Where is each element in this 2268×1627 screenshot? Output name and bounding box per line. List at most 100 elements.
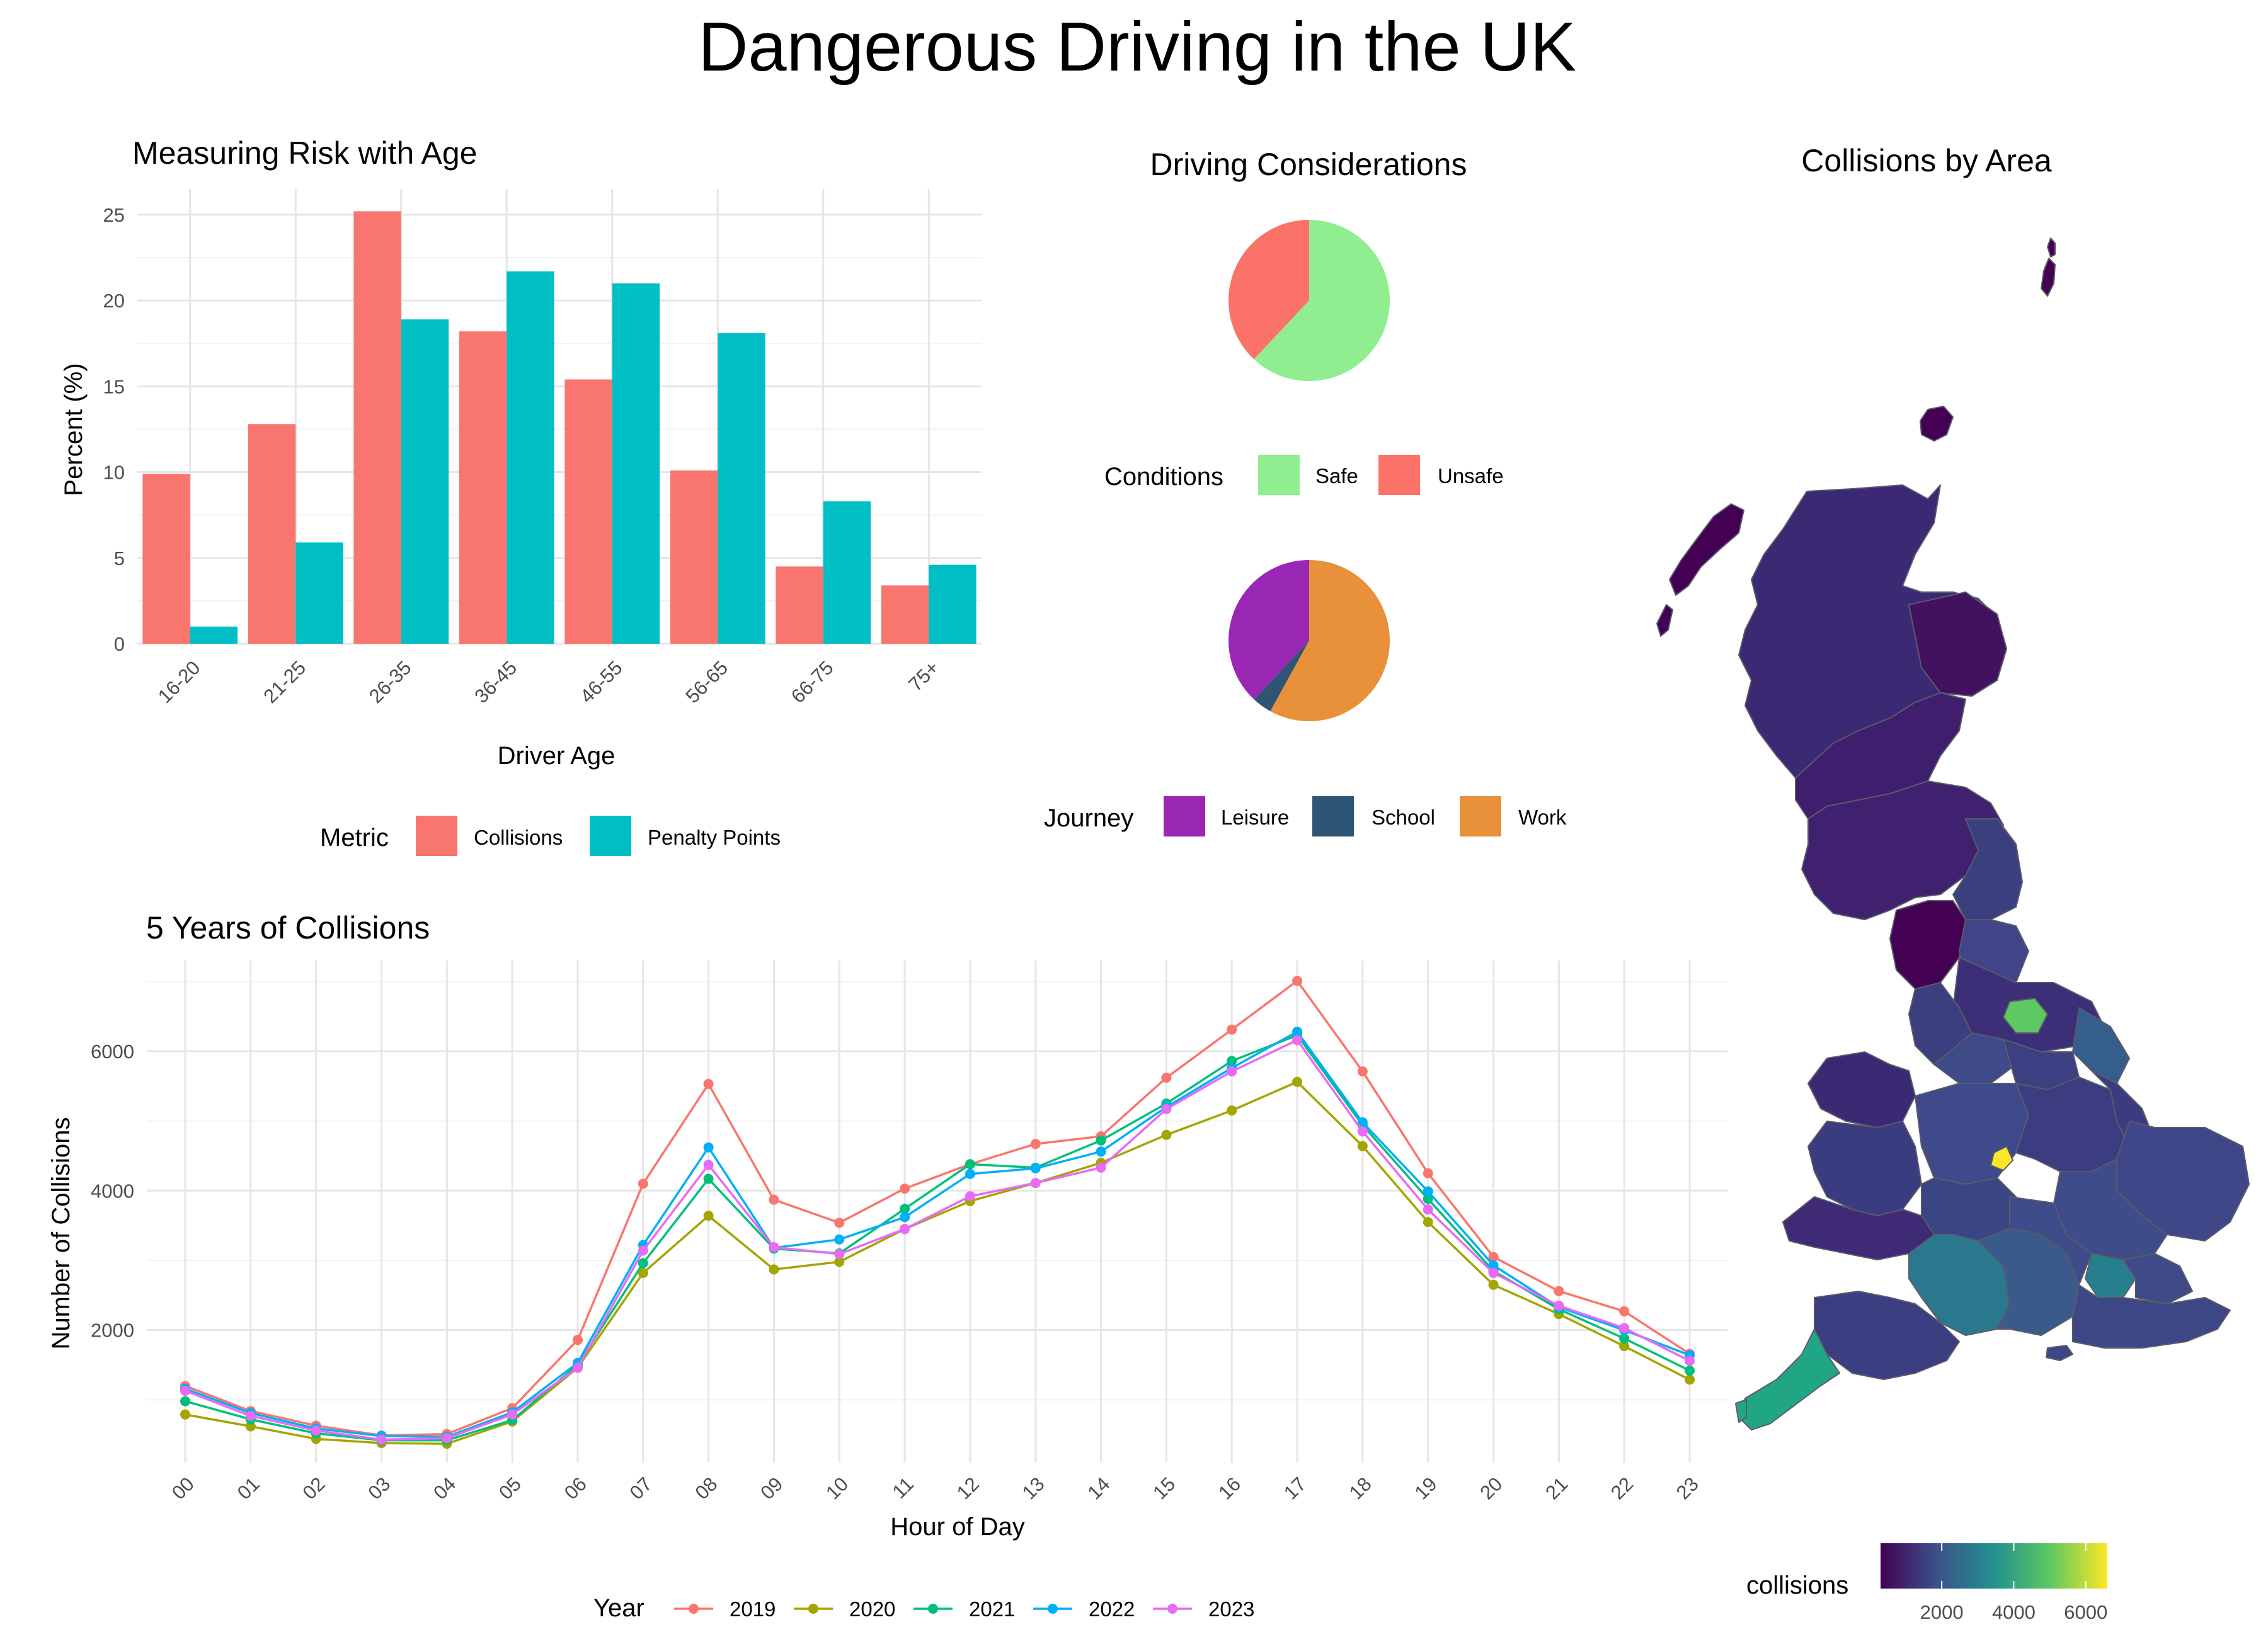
line-point-2022-11 bbox=[900, 1212, 910, 1223]
map-title: Collisions by Area bbox=[1801, 143, 2052, 178]
line-point-2020-10 bbox=[834, 1257, 845, 1267]
line-point-2019-15 bbox=[1161, 1072, 1172, 1083]
map-region-birmingham bbox=[1990, 1146, 2013, 1171]
bar-x-tick-label: 26-35 bbox=[365, 656, 416, 707]
line-point-2020-15 bbox=[1161, 1129, 1172, 1140]
bar-x-tick-label: 36-45 bbox=[470, 656, 521, 707]
line-point-2021-23 bbox=[1685, 1365, 1695, 1376]
line-x-tick-label: 19 bbox=[1411, 1473, 1441, 1504]
line-point-2019-13 bbox=[1030, 1139, 1041, 1150]
line-point-2023-09 bbox=[769, 1242, 779, 1252]
map-region-outer-hebrides bbox=[1669, 503, 1744, 596]
line-point-2023-11 bbox=[900, 1224, 910, 1235]
line-point-2023-00 bbox=[180, 1385, 190, 1396]
conditions-legend-key-safe bbox=[1258, 455, 1300, 495]
line-point-2023-15 bbox=[1161, 1104, 1172, 1114]
journey-slice-leisure bbox=[1228, 560, 1309, 700]
line-x-tick-label: 09 bbox=[756, 1473, 787, 1504]
line-y-tick-label: 4000 bbox=[91, 1180, 134, 1202]
line-x-tick-label: 04 bbox=[429, 1473, 460, 1504]
line-series-2019 bbox=[185, 979, 1690, 1437]
line-point-2020-18 bbox=[1357, 1141, 1368, 1151]
line-point-2019-07 bbox=[638, 1179, 648, 1189]
line-point-2023-19 bbox=[1423, 1204, 1433, 1215]
line-point-2023-04 bbox=[442, 1433, 452, 1444]
conditions-legend-label-unsafe: Unsafe bbox=[1438, 464, 1504, 488]
line-x-tick-label: 17 bbox=[1280, 1473, 1310, 1504]
line-legend-dot-2021 bbox=[928, 1604, 938, 1614]
map-legend-tick-label: 6000 bbox=[2064, 1601, 2107, 1623]
line-point-2022-20 bbox=[1488, 1260, 1499, 1270]
line-series-2020 bbox=[185, 1080, 1690, 1445]
bar-y-tick-label: 10 bbox=[103, 462, 125, 484]
bar-legend-label-penalty-points: Penalty Points bbox=[648, 826, 781, 849]
line-legend-dot-2019 bbox=[689, 1604, 699, 1614]
line-x-tick-label: 12 bbox=[953, 1473, 983, 1504]
line-point-2020-17 bbox=[1292, 1076, 1303, 1087]
bar-marks bbox=[142, 211, 976, 644]
line-series-2022 bbox=[185, 1030, 1690, 1438]
line-series bbox=[180, 976, 1695, 1449]
line-y-axis-label: Number of Collisions bbox=[47, 1117, 75, 1349]
line-legend: Year 2019 2020 2021 2022 2023 bbox=[593, 1594, 1254, 1622]
journey-pie bbox=[1228, 560, 1390, 721]
line-point-2019-09 bbox=[769, 1194, 779, 1205]
line-point-2019-17 bbox=[1292, 976, 1303, 986]
bar-collisions-26-35 bbox=[353, 211, 401, 644]
bar-x-tick-label: 16-20 bbox=[154, 656, 205, 707]
conditions-pie bbox=[1228, 220, 1390, 381]
map-region-essex bbox=[2122, 1253, 2193, 1304]
line-point-2021-00 bbox=[180, 1396, 190, 1407]
bar-y-tick-label: 0 bbox=[114, 633, 125, 655]
bar-penalty-points-26-35 bbox=[401, 319, 449, 644]
line-x-tick-label: 23 bbox=[1672, 1473, 1703, 1504]
map-region-isle-of-wight bbox=[2046, 1345, 2073, 1361]
line-point-2022-17 bbox=[1292, 1026, 1303, 1037]
map-region-aberdeenshire bbox=[1908, 591, 2007, 697]
line-x-tick-label: 18 bbox=[1345, 1473, 1376, 1504]
line-series-2023 bbox=[185, 1038, 1690, 1441]
line-x-tick-label: 02 bbox=[298, 1473, 329, 1504]
line-legend-label-2020: 2020 bbox=[849, 1597, 895, 1621]
line-legend-label-2022: 2022 bbox=[1089, 1597, 1135, 1621]
line-point-2020-09 bbox=[769, 1264, 779, 1275]
bar-y-tick-label: 20 bbox=[103, 290, 125, 312]
line-x-tick-label: 06 bbox=[560, 1473, 591, 1504]
conditions-slice-safe bbox=[1254, 220, 1390, 381]
bar-legend: Metric Collisions Penalty Points bbox=[320, 816, 781, 856]
line-point-2023-01 bbox=[245, 1410, 256, 1421]
line-chart-title: 5 Years of Collisions bbox=[146, 910, 430, 945]
line-point-2022-12 bbox=[965, 1168, 975, 1179]
line-point-2023-21 bbox=[1554, 1300, 1564, 1311]
line-x-tick-label: 08 bbox=[690, 1473, 721, 1504]
line-point-2019-08 bbox=[703, 1078, 714, 1089]
map-region-shetland bbox=[2041, 258, 2056, 297]
conditions-legend: Conditions Safe Unsafe bbox=[1104, 455, 1504, 495]
bar-legend-title: Metric bbox=[320, 824, 389, 852]
bar-x-tick-label: 21-25 bbox=[259, 656, 310, 707]
bar-collisions-75+ bbox=[881, 585, 929, 644]
line-point-2021-16 bbox=[1227, 1056, 1237, 1066]
line-x-tick-label: 20 bbox=[1475, 1473, 1506, 1504]
line-point-2021-08 bbox=[703, 1173, 714, 1184]
bar-legend-key-collisions bbox=[416, 816, 457, 856]
bar-legend-label-collisions: Collisions bbox=[474, 826, 563, 849]
conditions-legend-label-safe: Safe bbox=[1315, 464, 1358, 488]
line-legend-label-2019: 2019 bbox=[730, 1597, 776, 1621]
line-point-2019-11 bbox=[900, 1183, 910, 1194]
journey-legend-label-work: Work bbox=[1518, 806, 1567, 829]
bar-x-axis-label: Driver Age bbox=[498, 742, 616, 770]
line-legend-dot-2020 bbox=[808, 1604, 818, 1614]
journey-legend-key-leisure bbox=[1164, 796, 1205, 836]
line-point-2023-14 bbox=[1096, 1162, 1106, 1173]
pie-charts: Driving Considerations Conditions Safe U… bbox=[1044, 147, 1567, 836]
bar-collisions-16-20 bbox=[142, 474, 190, 644]
line-x-tick-label: 01 bbox=[233, 1473, 264, 1504]
line-series-2021 bbox=[185, 1034, 1690, 1442]
line-point-2021-11 bbox=[900, 1204, 910, 1214]
map-region-orkney bbox=[1920, 406, 1954, 442]
line-point-2020-22 bbox=[1619, 1341, 1630, 1352]
line-y-tick-labels: 2000 4000 6000 bbox=[91, 1041, 134, 1342]
